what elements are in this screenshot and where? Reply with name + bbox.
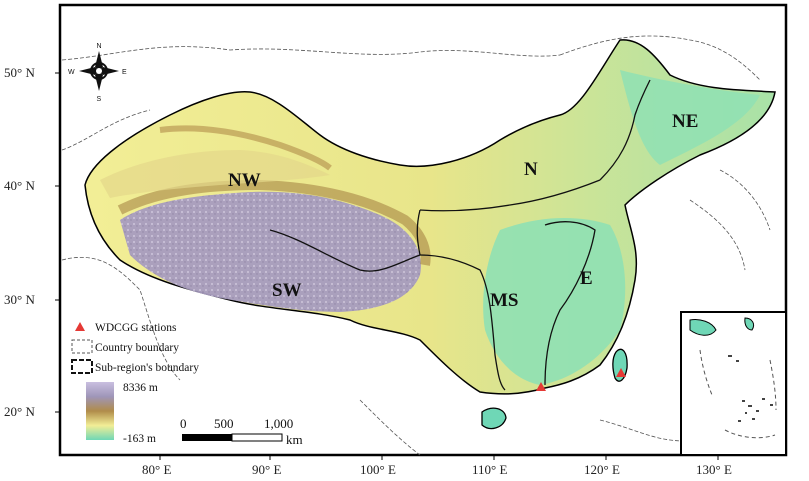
elevation-colorbar [86, 382, 114, 440]
svg-text:8336 m: 8336 m [123, 382, 158, 394]
svg-text:E: E [122, 69, 127, 76]
region-label-sw: SW [272, 280, 302, 301]
subregion-boundaries [269, 79, 651, 391]
legend-subregion-symbol [71, 359, 93, 374]
lon-label-80e: 80° E [142, 462, 171, 477]
country-boundaries [61, 35, 771, 456]
scale-bar: 0 500 1,000 km [180, 416, 303, 447]
svg-text:-163 m: -163 m [123, 433, 156, 445]
lat-label-30n: 30° N [4, 292, 35, 307]
svg-text:Sub-region's boundary: Sub-region's boundary [95, 362, 199, 374]
mountain-ridge [159, 125, 332, 171]
station-marker [536, 382, 546, 391]
map-legend: WDCGG stations Country boundary Sub-regi… [71, 322, 199, 445]
svg-text:N: N [97, 43, 102, 50]
lat-label-50n: 50° N [4, 65, 35, 80]
lat-label-40n: 40° N [4, 178, 35, 193]
lon-label-120e: 120° E [584, 462, 620, 477]
region-label-ne: NE [672, 111, 698, 132]
lon-label-110e: 110° E [472, 462, 507, 477]
svg-text:0: 0 [180, 416, 187, 431]
legend-country-symbol [71, 339, 93, 354]
lon-label-130e: 130° E [696, 462, 732, 477]
lon-label-90e: 90° E [252, 462, 281, 477]
lon-label-100e: 100° E [360, 462, 396, 477]
northeast-plain [620, 70, 760, 165]
tarim-basin [100, 150, 330, 198]
svg-text:Country boundary: Country boundary [95, 342, 179, 354]
eastern-lowlands [483, 218, 626, 385]
tibetan-plateau [120, 191, 421, 312]
plateau-rim [117, 179, 431, 266]
svg-text:W: W [68, 69, 75, 76]
region-label-ms: MS [490, 290, 519, 311]
longitude-ticks [159, 455, 719, 460]
latitude-ticks [55, 72, 60, 413]
region-label-nw: NW [228, 170, 261, 191]
lat-label-20n: 20° N [4, 404, 35, 419]
svg-text:S: S [97, 96, 102, 103]
compass-rose: N S E W [68, 43, 127, 103]
south-china-sea-inset [680, 311, 787, 456]
svg-text:1,000: 1,000 [264, 416, 293, 431]
svg-text:500: 500 [214, 416, 234, 431]
legend-station-symbol [75, 322, 85, 331]
hainan-island [481, 407, 507, 430]
svg-text:WDCGG stations: WDCGG stations [95, 322, 177, 334]
region-label-e: E [580, 268, 593, 289]
station-marker [616, 368, 626, 377]
svg-text:km: km [286, 432, 303, 447]
region-label-n: N [524, 159, 538, 180]
